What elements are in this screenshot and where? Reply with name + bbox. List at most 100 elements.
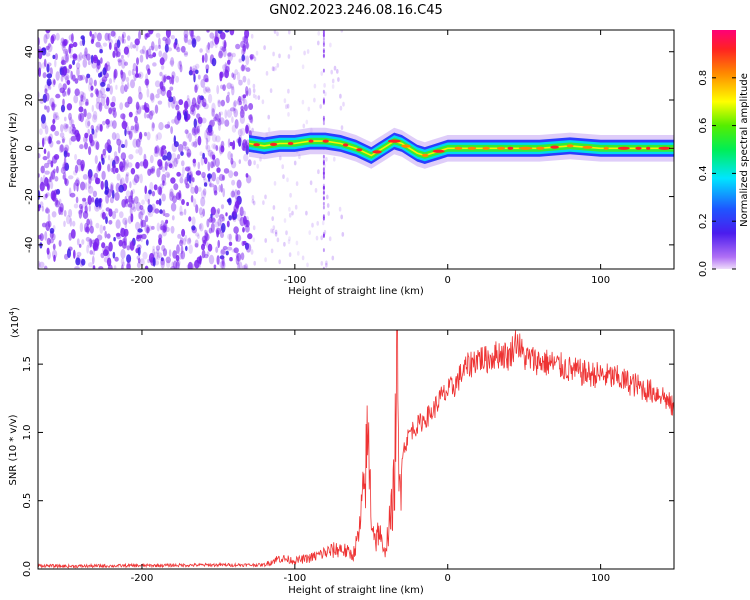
noise-speckle <box>85 236 91 242</box>
noise-speckle <box>56 140 61 145</box>
ridge-hotspot <box>253 143 260 147</box>
noise-speckle <box>197 186 202 192</box>
noise-speckle <box>108 220 113 225</box>
noise-speckle <box>317 40 320 46</box>
noise-speckle <box>271 228 275 234</box>
noise-speckle <box>338 206 342 212</box>
noise-speckle <box>158 198 162 206</box>
noise-speckle <box>185 245 188 252</box>
x-tick-label: -200 <box>131 275 154 286</box>
noise-speckle <box>211 154 216 160</box>
noise-speckle <box>283 241 286 247</box>
noise-speckle <box>152 257 156 267</box>
noise-speckle <box>254 94 258 100</box>
noise-speckle <box>246 41 249 50</box>
noise-speckle <box>60 41 66 47</box>
noise-speckle <box>121 264 124 269</box>
noise-speckle <box>46 73 53 79</box>
noise-speckle <box>64 144 70 153</box>
noise-speckle <box>67 248 71 259</box>
noise-speckle <box>243 210 246 217</box>
noise-speckle <box>203 178 208 185</box>
noise-speckle <box>295 181 299 187</box>
noise-speckle <box>164 213 170 218</box>
noise-speckle <box>217 119 222 126</box>
noise-speckle <box>291 210 294 216</box>
noise-speckle <box>67 88 71 96</box>
noise-speckle <box>92 251 95 256</box>
noise-speckle <box>227 52 232 57</box>
ridge-hotspot <box>497 146 505 150</box>
noise-speckle <box>45 52 51 57</box>
noise-speckle <box>322 232 325 237</box>
noise-speckle <box>311 222 314 228</box>
noise-speckle <box>178 190 182 199</box>
noise-speckle <box>50 35 55 45</box>
noise-speckle <box>242 145 247 152</box>
noise-speckle <box>227 151 232 160</box>
noise-speckle <box>161 193 166 202</box>
noise-speckle <box>101 170 106 180</box>
noise-speckle <box>324 91 327 97</box>
noise-speckle <box>155 199 160 205</box>
noise-speckle <box>135 101 140 111</box>
noise-speckle <box>195 69 199 75</box>
noise-speckle <box>186 201 190 207</box>
noise-speckle <box>240 127 246 136</box>
noise-speckle <box>173 41 177 50</box>
noise-speckle <box>181 199 185 205</box>
noise-speckle <box>179 177 184 184</box>
noise-speckle <box>194 138 198 148</box>
noise-speckle <box>205 230 209 239</box>
noise-speckle <box>132 206 137 212</box>
noise-speckle <box>43 162 50 169</box>
noise-speckle <box>217 208 221 214</box>
noise-speckle <box>136 262 141 269</box>
noise-speckle <box>252 83 256 89</box>
noise-speckle <box>77 165 82 172</box>
noise-speckle <box>71 123 75 128</box>
ridge-hotspot <box>646 146 651 150</box>
noise-speckle <box>92 54 98 64</box>
ridge-hotspot <box>603 146 609 150</box>
noise-speckle <box>123 46 129 55</box>
noise-speckle <box>322 196 325 201</box>
noise-speckle <box>60 37 65 44</box>
noise-speckle <box>188 244 193 254</box>
y-tick-label: 1.5 <box>22 356 33 372</box>
noise-speckle <box>161 166 166 173</box>
noise-speckle <box>86 112 92 120</box>
noise-speckle <box>143 112 147 119</box>
noise-speckle <box>322 205 325 210</box>
noise-speckle <box>80 94 84 102</box>
noise-speckle <box>137 246 141 256</box>
noise-speckle <box>108 78 113 85</box>
noise-speckle <box>179 239 184 247</box>
noise-speckle <box>149 181 154 192</box>
noise-speckle <box>274 229 278 235</box>
noise-speckle <box>238 58 242 63</box>
noise-speckle <box>234 197 240 208</box>
noise-speckle <box>90 54 94 64</box>
noise-speckle <box>109 196 114 204</box>
noise-speckle <box>127 35 131 41</box>
noise-speckle <box>204 232 209 241</box>
noise-speckle <box>107 264 113 269</box>
noise-speckle <box>236 252 242 262</box>
noise-speckle <box>322 176 325 180</box>
noise-speckle <box>170 126 174 135</box>
noise-speckle <box>60 60 67 66</box>
noise-speckle <box>340 214 344 220</box>
noise-speckle <box>39 98 45 104</box>
noise-speckle <box>52 192 57 202</box>
noise-speckle <box>184 100 189 111</box>
noise-speckle <box>139 54 144 63</box>
noise-speckle <box>201 243 205 251</box>
noise-speckle <box>135 235 142 242</box>
noise-speckle <box>179 60 182 67</box>
noise-speckle <box>46 63 50 73</box>
noise-speckle <box>72 220 76 227</box>
noise-speckle <box>79 99 85 106</box>
noise-speckle <box>166 173 170 179</box>
noise-speckle <box>124 84 128 93</box>
